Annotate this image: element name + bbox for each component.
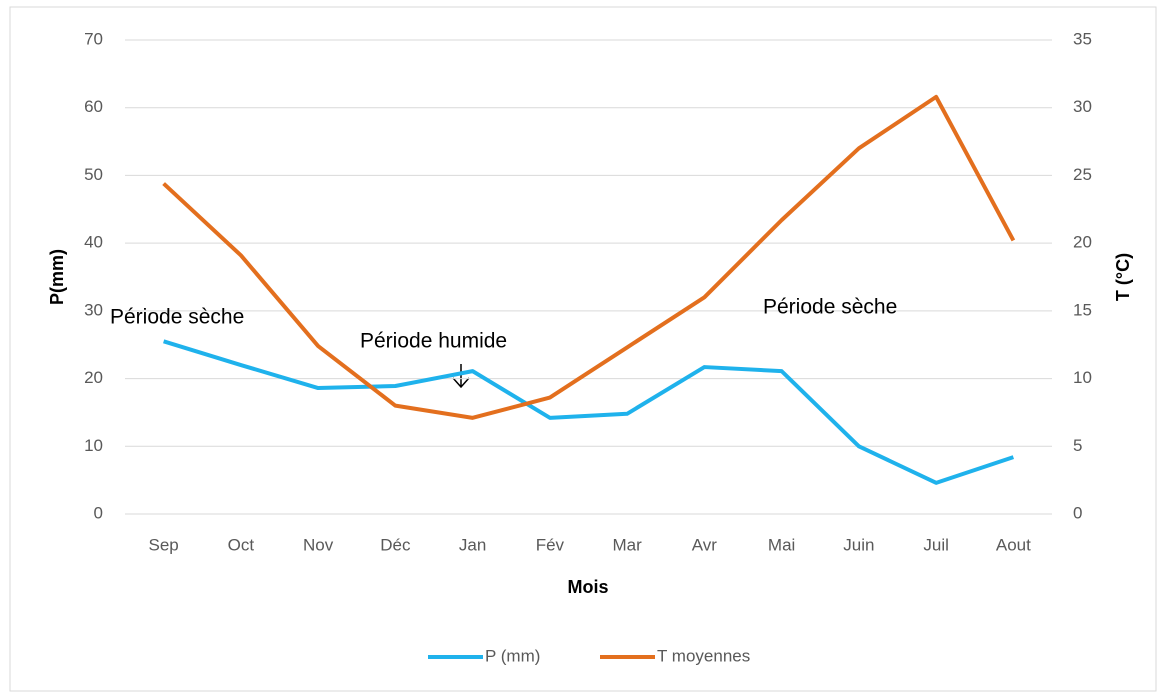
- legend-label: P (mm): [485, 646, 540, 665]
- y2-tick-label: 5: [1073, 436, 1082, 455]
- chart-border: [9, 6, 1157, 692]
- y-tick-label: 0: [94, 503, 103, 522]
- series-line: [162, 94, 1016, 420]
- y2-axis-title: T (°C): [1113, 253, 1133, 301]
- y2-tick-label: 35: [1073, 29, 1092, 48]
- y2-tick-label: 10: [1073, 368, 1092, 387]
- annotation: Période humide: [360, 330, 507, 353]
- y2-tick-label: 0: [1073, 503, 1082, 522]
- x-axis-title: Mois: [567, 577, 608, 597]
- y-tick-label: 70: [84, 29, 103, 48]
- y2-tick-label: 30: [1073, 97, 1092, 116]
- annotation: Période sèche: [110, 306, 244, 329]
- y2-tick-label: 20: [1073, 233, 1092, 252]
- y2-tick-label: 15: [1073, 300, 1092, 319]
- x-tick-label: Jan: [459, 535, 486, 554]
- y-tick-label: 10: [84, 436, 103, 455]
- series-line: [163, 339, 1015, 485]
- x-tick-label: Mar: [612, 535, 642, 554]
- x-tick-label: Sep: [149, 535, 179, 554]
- legend-label: T moyennes: [657, 646, 750, 665]
- x-tick-label: Fév: [536, 535, 565, 554]
- y2-tick-label: 25: [1073, 165, 1092, 184]
- y-tick-label: 60: [84, 97, 103, 116]
- x-tick-label: Avr: [692, 535, 718, 554]
- annotation: Période sèche: [763, 296, 897, 319]
- x-tick-label: Juil: [923, 535, 949, 554]
- x-tick-label: Déc: [380, 535, 411, 554]
- y-tick-label: 20: [84, 368, 103, 387]
- x-tick-label: Oct: [228, 535, 255, 554]
- y-tick-label: 50: [84, 165, 103, 184]
- x-tick-label: Juin: [843, 535, 874, 554]
- x-tick-label: Mai: [768, 535, 795, 554]
- y-axis-title: P(mm): [47, 249, 67, 305]
- x-tick-label: Aout: [996, 535, 1031, 554]
- x-tick-label: Nov: [303, 535, 334, 554]
- y-tick-label: 40: [84, 233, 103, 252]
- y-tick-label: 30: [84, 300, 103, 319]
